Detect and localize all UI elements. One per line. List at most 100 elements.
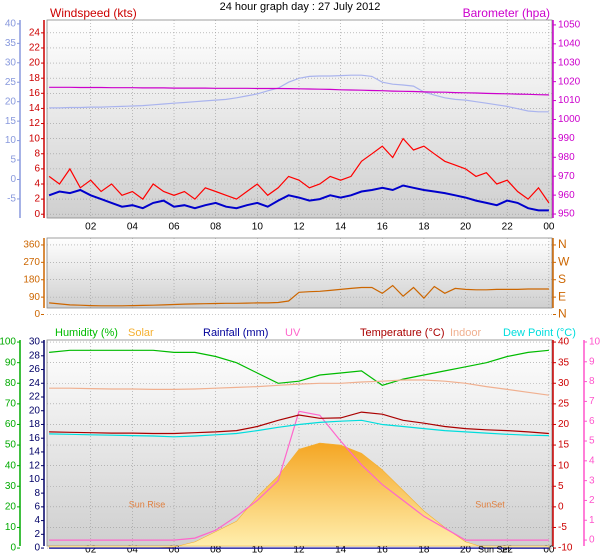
y-tick-label: 16 [29, 433, 41, 444]
y-tick-label: 2 [34, 194, 40, 205]
series-line [49, 410, 549, 541]
y-tick-label: 990 [558, 133, 575, 144]
legend-entry: Indoor [450, 327, 482, 339]
y-tick-label: 30 [5, 481, 17, 492]
y-tick-label: 10 [29, 474, 41, 485]
x-tick-label: 02 [85, 222, 97, 233]
y-tick-label: 0 [34, 543, 40, 554]
y-tick-label: 0 [34, 209, 40, 220]
y-tick-label: 360 [23, 240, 40, 251]
y-tick-label: 35 [5, 38, 17, 49]
y-tick-label: 980 [558, 152, 575, 163]
y-tick-label: 20 [29, 58, 41, 69]
y-tick-label: 3 [589, 475, 595, 486]
x-tick-label: 22 [502, 545, 514, 555]
y-tick-label: 0 [10, 543, 16, 554]
x-tick-label: 14 [335, 545, 347, 555]
x-tick-label: 20 [460, 222, 472, 233]
x-tick-label: 14 [335, 222, 347, 233]
x-tick-label: 02 [85, 545, 97, 555]
y-tick-label: 30 [558, 378, 570, 389]
y-tick-label: 30 [29, 337, 41, 348]
y-tick-label: 20 [558, 419, 570, 430]
y-tick-label: 10 [5, 135, 17, 146]
y-tick-label: N [558, 307, 567, 321]
series-line [48, 184, 549, 212]
y-tick-label: 25 [558, 399, 570, 410]
annotation: SunSet [475, 499, 505, 509]
y-tick-label: 15 [558, 440, 570, 451]
y-tick-label: 10 [5, 522, 17, 533]
legend-entry: Rainfall (mm) [203, 327, 268, 339]
y-tick-label: 16 [29, 88, 41, 99]
y2-axis-title: Barometer (hpa) [463, 6, 550, 20]
y-tick-label: S [558, 272, 566, 286]
y-tick-label: 14 [29, 447, 41, 458]
y-tick-label: 50 [5, 440, 17, 451]
x-tick-label: 16 [377, 545, 389, 555]
annotation: Sun Set [478, 544, 511, 554]
y-tick-label: 8 [34, 148, 40, 159]
series-line [49, 284, 549, 307]
y-tick-label: 25 [5, 77, 17, 88]
y-tick-label: 40 [5, 460, 17, 471]
y-tick-label: 24 [29, 378, 41, 389]
y-tick-label: 1000 [558, 114, 581, 125]
annotation: Sun Rise [129, 499, 166, 509]
x-tick-label: 22 [502, 222, 514, 233]
series-line [49, 379, 549, 396]
plot-area [46, 19, 553, 219]
y-tick-label: 6 [589, 416, 595, 427]
plot-area [46, 237, 553, 309]
y-tick-label: 1 [589, 515, 595, 526]
y-tick-label: 2 [589, 495, 595, 506]
y-tick-label: 970 [558, 171, 575, 182]
y-tick-label: 8 [34, 488, 40, 499]
y-tick-label: 9 [589, 356, 595, 367]
y-tick-label: 80 [5, 378, 17, 389]
y-tick-label: 0 [34, 309, 40, 320]
y-tick-label: 6 [34, 164, 40, 175]
series-line [49, 419, 549, 438]
y-tick-label: 5 [589, 436, 595, 447]
y-tick-label: 10 [29, 133, 41, 144]
y-tick-label: 1020 [558, 76, 581, 87]
y-tick-label: 4 [34, 515, 40, 526]
legend-entry: Dew Point (°C) [503, 327, 576, 339]
y-tick-label: 0 [10, 174, 16, 185]
x-tick-label: 06 [168, 222, 180, 233]
x-tick-label: 00 [543, 545, 555, 555]
y-tick-label: 180 [23, 274, 40, 285]
y-tick-label: 6 [34, 502, 40, 513]
y-tick-label: N [558, 237, 567, 251]
y-tick-label: 4 [34, 179, 40, 190]
chart-title: 24 hour graph day : 27 July 2012 [220, 1, 381, 13]
y-tick-label: 5 [558, 481, 564, 492]
legend-entry: Solar [128, 327, 154, 339]
y-tick-label: 90 [5, 357, 17, 368]
y-tick-label: 100 [0, 337, 16, 348]
y-tick-label: 14 [29, 103, 41, 114]
y-tick-label: -5 [7, 194, 16, 205]
series-line [49, 349, 549, 386]
series-line [49, 74, 549, 113]
y-axis-title: Windspeed (kts) [50, 6, 137, 20]
x-tick-label: 10 [252, 222, 264, 233]
y-tick-label: 10 [589, 337, 600, 348]
x-tick-label: 08 [210, 545, 222, 555]
y-tick-label: 950 [558, 209, 575, 220]
y-tick-label: 28 [29, 350, 41, 361]
y-tick-label: 90 [29, 292, 41, 303]
x-tick-label: 00 [543, 222, 555, 233]
y-tick-label: 0 [589, 535, 595, 546]
y-tick-label: 22 [29, 392, 41, 403]
y-tick-label: 1010 [558, 95, 581, 106]
y-tick-label: 1050 [558, 20, 581, 31]
y-tick-label: 1040 [558, 38, 581, 49]
x-tick-label: 12 [293, 222, 305, 233]
y-tick-label: 10 [558, 460, 570, 471]
y-tick-label: -10 [558, 543, 573, 554]
y-tick-label: 24 [29, 27, 41, 38]
y-tick-label: 70 [5, 399, 17, 410]
